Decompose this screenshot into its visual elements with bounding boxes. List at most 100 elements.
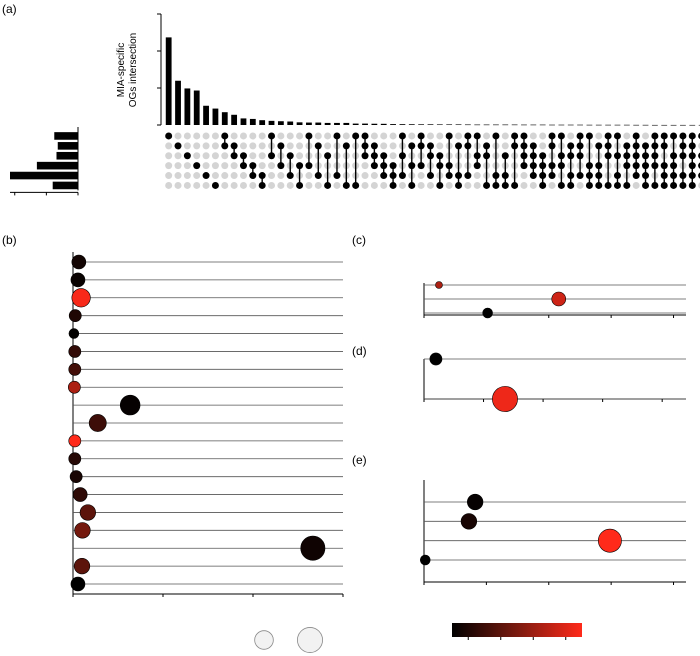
panel-label-d: (d) xyxy=(352,344,367,358)
intersection-bar xyxy=(680,124,686,126)
set-size-bar xyxy=(52,181,78,190)
intersection-bar xyxy=(343,122,350,125)
bar-y-axis-label: MIA-specificOGs intersection xyxy=(116,33,139,107)
intersection-bar xyxy=(530,124,537,126)
intersection-bar xyxy=(577,124,583,126)
intersection-bar xyxy=(539,124,546,126)
matrix-dot-inactive xyxy=(193,142,201,150)
matrix-dot-inactive xyxy=(165,152,173,160)
intersection-bar xyxy=(549,124,555,126)
intersection-bar xyxy=(231,114,238,125)
intersection-bar xyxy=(203,105,209,125)
intersection-bar xyxy=(399,124,406,125)
intersection-bar xyxy=(698,124,700,126)
dotplot-point xyxy=(551,291,567,307)
matrix-dot-inactive xyxy=(277,172,285,180)
matrix-dot-inactive xyxy=(539,132,547,140)
matrix-dot-inactive xyxy=(268,181,276,189)
matrix-dot-inactive xyxy=(239,181,247,189)
intersection-bar xyxy=(268,120,275,125)
size-legend-circle xyxy=(254,630,274,650)
matrix-dot-inactive xyxy=(567,132,575,140)
dotplot-point xyxy=(429,352,443,366)
dotplot-point xyxy=(119,394,141,416)
matrix-dot-inactive xyxy=(548,181,556,189)
intersection-bar xyxy=(670,124,677,126)
dotplot-point xyxy=(467,493,484,511)
matrix-dot-inactive xyxy=(473,172,481,180)
intersection-bar xyxy=(464,124,471,126)
matrix-dot-inactive xyxy=(258,142,266,150)
matrix-dot-inactive xyxy=(286,181,294,189)
dotplot-point xyxy=(419,554,431,566)
matrix-dot-inactive xyxy=(296,142,304,150)
intersection-bar xyxy=(259,120,266,125)
matrix-dot-inactive xyxy=(174,172,182,180)
set-size-bar xyxy=(10,171,78,180)
intersection-bar xyxy=(483,124,490,126)
intersection-bar xyxy=(212,108,219,125)
dotplot-point xyxy=(460,513,478,530)
matrix-dot-inactive xyxy=(389,132,397,140)
dotplot-point xyxy=(79,504,96,521)
set-size-bar xyxy=(54,132,78,140)
dotplot-point xyxy=(68,434,82,448)
matrix-dot-inactive xyxy=(249,142,257,150)
matrix-dot-inactive xyxy=(333,181,341,189)
matrix-dot-inactive xyxy=(230,132,238,140)
matrix-dot-inactive xyxy=(296,152,304,160)
matrix-dot-inactive xyxy=(324,142,332,150)
matrix-dot-inactive xyxy=(501,132,509,140)
matrix-dot-inactive xyxy=(193,152,201,160)
size-legend-circle xyxy=(297,627,323,653)
dotplot-point xyxy=(69,470,83,484)
set-size-bar xyxy=(57,142,78,150)
intersection-bar xyxy=(586,124,593,126)
matrix-dot-inactive xyxy=(183,172,191,180)
intersection-bar xyxy=(165,37,172,125)
matrix-dot-inactive xyxy=(501,142,509,150)
legend xyxy=(254,623,582,653)
intersection-bar xyxy=(605,124,612,126)
matrix-dot-inactive xyxy=(539,142,547,150)
intersection-bar xyxy=(240,118,247,125)
matrix-dot-inactive xyxy=(464,181,472,189)
matrix-dot-inactive xyxy=(483,132,491,140)
matrix-dot-inactive xyxy=(193,181,201,189)
matrix-dot-inactive xyxy=(221,152,229,160)
matrix-dot-inactive xyxy=(642,132,650,140)
intersection-bar xyxy=(352,123,359,125)
matrix-dot-inactive xyxy=(221,162,229,170)
matrix-dot-inactive xyxy=(258,152,266,160)
matrix-dot-inactive xyxy=(202,132,210,140)
matrix-dot-inactive xyxy=(305,181,313,189)
matrix-dot-inactive xyxy=(211,162,219,170)
intersection-bar xyxy=(427,124,434,125)
matrix-dot-active xyxy=(202,172,210,180)
matrix-dot-inactive xyxy=(230,172,238,180)
matrix-dot-inactive xyxy=(417,172,425,180)
intersection-bar xyxy=(371,123,378,125)
matrix-dot-inactive xyxy=(165,142,173,150)
matrix-dot-inactive xyxy=(249,132,257,140)
matrix-dot-inactive xyxy=(258,162,266,170)
matrix-dot-inactive xyxy=(211,142,219,150)
matrix-dot-inactive xyxy=(370,181,378,189)
panel-label-e: (e) xyxy=(352,453,367,467)
matrix-dot-inactive xyxy=(174,181,182,189)
matrix-dot-inactive xyxy=(576,181,584,189)
matrix-dot-inactive xyxy=(632,181,640,189)
dotplot-point xyxy=(68,362,82,376)
matrix-dot-inactive xyxy=(183,181,191,189)
intersection-bar xyxy=(175,80,181,125)
dotplot-point xyxy=(68,452,82,466)
dotplot-point xyxy=(68,328,80,339)
dotplot-point xyxy=(72,487,88,502)
matrix-dot-inactive xyxy=(398,181,406,189)
matrix-dot-inactive xyxy=(529,132,537,140)
matrix-dot-inactive xyxy=(370,172,378,180)
matrix-dot-inactive xyxy=(436,132,444,140)
intersection-bar xyxy=(390,124,396,125)
panel-label-b: (b) xyxy=(2,233,17,247)
intersection-bar xyxy=(446,124,453,126)
